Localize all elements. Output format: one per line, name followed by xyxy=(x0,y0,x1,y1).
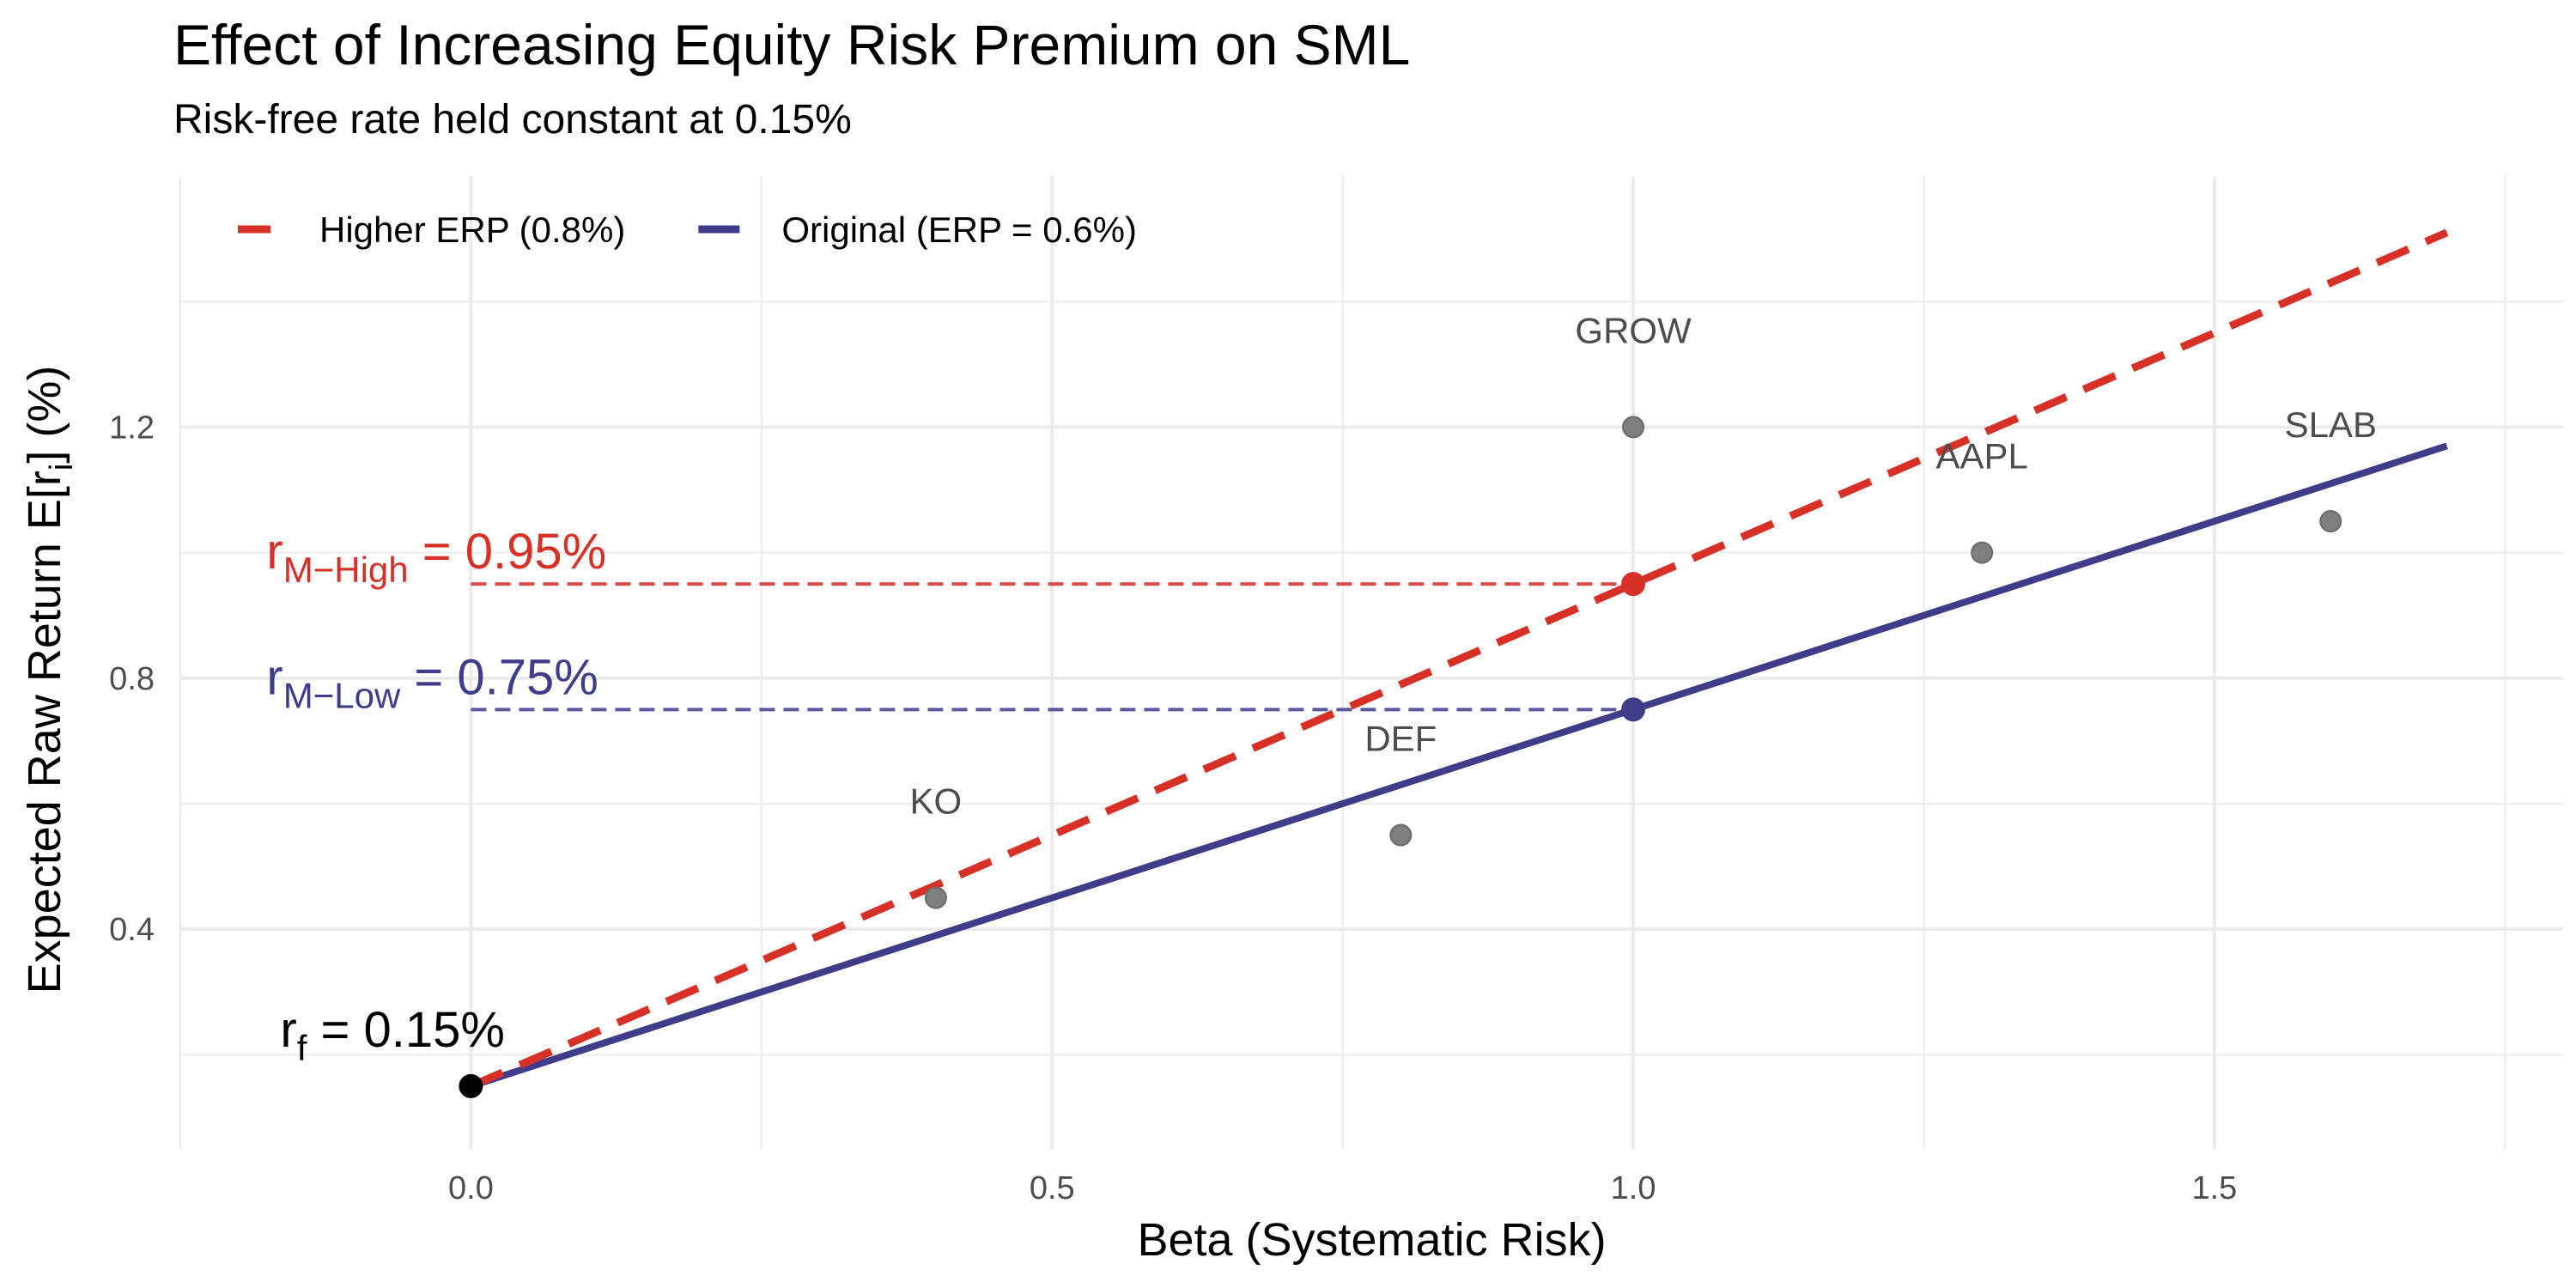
legend-label: Original (ERP = 0.6%) xyxy=(781,210,1137,250)
guide-lines xyxy=(471,582,1634,712)
y-tick-label: 0.8 xyxy=(109,661,155,697)
x-tick-label: 0.5 xyxy=(1030,1170,1075,1206)
sml-line-higher-erp xyxy=(469,228,2449,1091)
stock-point xyxy=(924,886,947,909)
axes: 0.0 0.5 1.0 1.5 0.4 0.8 1.2 Beta (Systematic Ri… xyxy=(19,366,2237,1266)
y-tick-label: 0.4 xyxy=(109,912,155,948)
stock-point xyxy=(2319,510,2342,533)
annotation-high: rM−High = 0.95% xyxy=(266,524,606,590)
x-axis-title: Beta (Systematic Risk) xyxy=(1137,1214,1606,1266)
stock-point-label: AAPL xyxy=(1935,436,2027,477)
stock-point-label: KO xyxy=(910,781,963,822)
annotation-low: rM−Low = 0.75% xyxy=(266,649,598,715)
chart-title: Effect of Increasing Equity Risk Premium… xyxy=(173,13,1411,76)
x-tick-label: 1.5 xyxy=(2191,1170,2237,1206)
marker-high xyxy=(1621,572,1646,597)
x-tick-label: 1.0 xyxy=(1611,1170,1656,1206)
y-tick-label: 1.2 xyxy=(109,410,155,446)
marker-low xyxy=(1621,697,1646,722)
annotations: rf = 0.15% rM−High = 0.95% rM−Low = 0.75% xyxy=(266,524,606,1068)
chart-subtitle: Risk-free rate held constant at 0.15% xyxy=(173,97,852,143)
annotation-rf: rf = 0.15% xyxy=(280,1002,505,1068)
stock-point-label: GROW xyxy=(1575,310,1692,350)
stock-point-label: SLAB xyxy=(2285,404,2377,445)
stock-point xyxy=(1971,541,1994,564)
sml-lines xyxy=(469,228,2449,1091)
stock-point-label: DEF xyxy=(1364,719,1437,759)
legend-label: Higher ERP (0.8%) xyxy=(319,210,625,250)
stock-point xyxy=(1622,416,1645,439)
x-tick-label: 0.0 xyxy=(448,1170,494,1206)
y-axis-title: Expected Raw Return E[ri] (%) xyxy=(19,366,80,994)
marker-rf xyxy=(459,1073,483,1098)
stock-point xyxy=(1389,823,1413,847)
stock-points: KO DEF GROW AAPL SLAB xyxy=(459,310,2377,1098)
sml-line-original xyxy=(470,442,2448,1090)
legend: Higher ERP (0.8%) Original (ERP = 0.6%) xyxy=(238,210,1137,250)
